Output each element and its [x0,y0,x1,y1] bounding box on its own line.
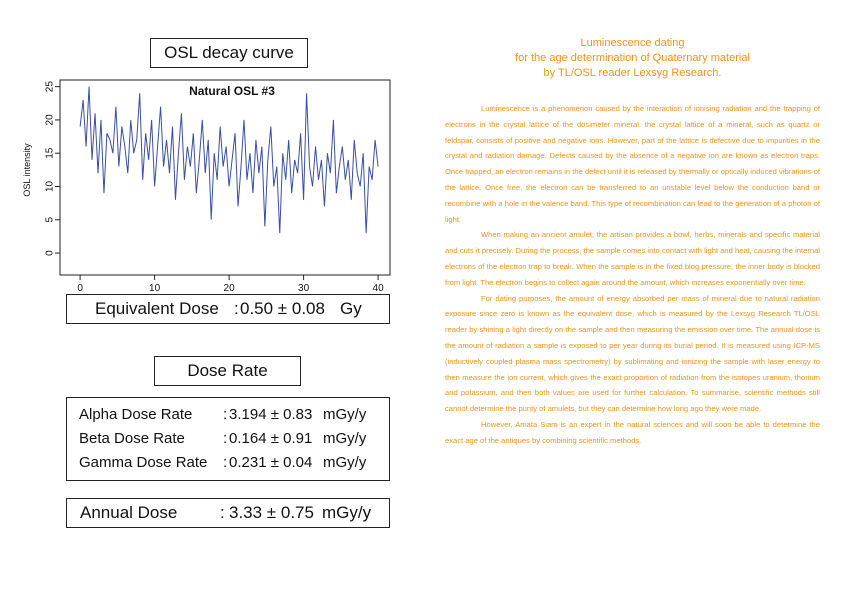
article-title: Luminescence dating for the age determina… [445,36,820,81]
annual-dose-box: Annual Dose : 3.33 ± 0.75 mGy/y [66,498,390,528]
separator: : [223,430,228,447]
paragraph: For dating purposes, the amount of energ… [445,293,820,414]
rate-label: Beta Dose Rate [79,430,185,447]
rate-label: Gamma Dose Rate [79,454,208,471]
separator: : [223,454,228,471]
y-tick-label: 15 [45,147,56,159]
title-line: for the age determination of Quaternary … [515,52,750,64]
unit: mGy/y [322,503,372,522]
dose-rate-box: Alpha Dose Rate:3.194 ± 0.83 mGy/y Beta Do… [66,397,390,481]
rate-unit: mGy/y [323,454,367,471]
title-line: Luminescence dating [580,37,685,49]
separator: : [223,406,228,423]
value: 0.50 ± 0.08 [240,299,325,318]
paragraph: However, Amata Siam is an expert in the … [445,419,820,445]
rate-value: 0.231 ± 0.04 [229,454,313,471]
spacer [445,81,820,101]
chart: Natural OSL #3 OSL intensity 0 5 10 15 20 25 0… [22,79,391,294]
header: Dose Rate [187,361,268,380]
y-tick-label: 5 [45,217,56,223]
header-box: OSL decay curve [150,38,308,68]
header: OSL decay curve [164,43,294,62]
label: Equivalent Dose [95,299,219,318]
plot-frame [59,79,391,276]
y-tick-label: 25 [45,81,56,93]
equivalent-dose-box: Equivalent Dose : 0.50 ± 0.08 Gy [66,294,390,324]
x-tick-label: 20 [224,283,236,294]
y-tick-label: 10 [45,180,56,192]
line [79,86,379,234]
x-tick-label: 0 [77,283,83,294]
rate-value: 3.194 ± 0.83 [229,406,313,423]
rate-label: Alpha Dose Rate [79,406,193,423]
paragraph: When making an ancient amulet, the artis… [445,230,820,287]
rate-unit: mGy/y [323,406,367,423]
article: Luminescence dating for the age determina… [445,36,820,449]
x-tick-label: 30 [298,283,310,294]
dose-rate-header-box: Dose Rate [154,356,301,386]
y-label: OSL intensity [22,143,32,197]
y-tick-label: 0 [45,250,56,256]
rate-value: 0.164 ± 0.91 [229,430,313,447]
unit: Gy [340,299,362,318]
label: Annual Dose [80,503,178,522]
chart-title: Natural OSL #3 [189,84,275,98]
x-tick-label: 40 [373,283,385,294]
y-tick-label: 20 [45,114,56,126]
x-tick-label: 10 [149,283,161,294]
rate-unit: mGy/y [323,430,367,447]
title-line: by TL/OSL reader Lexsyg Research. [543,67,722,79]
value: 3.33 ± 0.75 [229,503,314,522]
paragraph: Luminescence is a phenomenon caused by t… [445,104,820,224]
